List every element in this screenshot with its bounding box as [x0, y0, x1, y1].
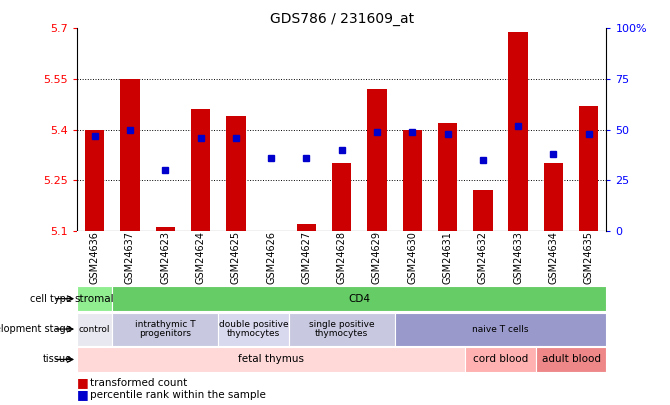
Text: stromal: stromal — [75, 294, 115, 304]
Text: GSM24623: GSM24623 — [160, 231, 170, 284]
Text: CD4: CD4 — [348, 294, 371, 304]
Bar — [191, 109, 210, 231]
Text: percentile rank within the sample: percentile rank within the sample — [90, 390, 266, 400]
Bar — [509, 32, 528, 231]
Bar — [121, 79, 139, 231]
Bar — [536, 347, 606, 372]
Bar — [395, 313, 606, 345]
Text: adult blood: adult blood — [541, 354, 600, 364]
Text: GSM24629: GSM24629 — [372, 231, 382, 284]
Bar — [77, 347, 465, 372]
Text: cord blood: cord blood — [473, 354, 528, 364]
Text: GSM24634: GSM24634 — [549, 231, 558, 284]
Bar — [297, 224, 316, 231]
Bar — [473, 190, 492, 231]
Bar — [77, 286, 113, 311]
Text: double positive
thymocytes: double positive thymocytes — [218, 320, 288, 339]
Text: development stage: development stage — [0, 324, 72, 334]
Bar — [155, 228, 175, 231]
Text: transformed count: transformed count — [90, 378, 188, 388]
Bar — [367, 89, 387, 231]
Bar — [403, 130, 422, 231]
Bar — [77, 313, 113, 345]
Text: GSM24635: GSM24635 — [584, 231, 594, 284]
Text: GSM24628: GSM24628 — [337, 231, 346, 284]
Text: ■: ■ — [77, 388, 89, 401]
Text: fetal thymus: fetal thymus — [238, 354, 304, 364]
Text: single positive
thymocytes: single positive thymocytes — [309, 320, 375, 339]
Bar — [289, 313, 395, 345]
Bar — [438, 123, 457, 231]
Bar — [465, 347, 536, 372]
Bar — [332, 163, 351, 231]
Text: GSM24626: GSM24626 — [266, 231, 276, 284]
Title: GDS786 / 231609_at: GDS786 / 231609_at — [269, 12, 414, 26]
Text: cell type: cell type — [30, 294, 72, 304]
Text: GSM24632: GSM24632 — [478, 231, 488, 284]
Text: GSM24633: GSM24633 — [513, 231, 523, 284]
Text: ■: ■ — [77, 376, 89, 389]
Text: GSM24625: GSM24625 — [231, 231, 241, 284]
Text: naive T cells: naive T cells — [472, 324, 529, 334]
Text: control: control — [79, 324, 111, 334]
Text: intrathymic T
progenitors: intrathymic T progenitors — [135, 320, 196, 339]
Bar — [226, 116, 245, 231]
Bar — [218, 313, 289, 345]
Text: GSM24637: GSM24637 — [125, 231, 135, 284]
Text: GSM24627: GSM24627 — [302, 231, 312, 284]
Bar — [544, 163, 563, 231]
Bar — [85, 130, 105, 231]
Text: GSM24631: GSM24631 — [443, 231, 452, 284]
Bar — [579, 106, 598, 231]
Text: tissue: tissue — [43, 354, 72, 364]
Text: GSM24636: GSM24636 — [90, 231, 100, 284]
Bar — [113, 313, 218, 345]
Text: GSM24630: GSM24630 — [407, 231, 417, 284]
Text: GSM24624: GSM24624 — [196, 231, 206, 284]
